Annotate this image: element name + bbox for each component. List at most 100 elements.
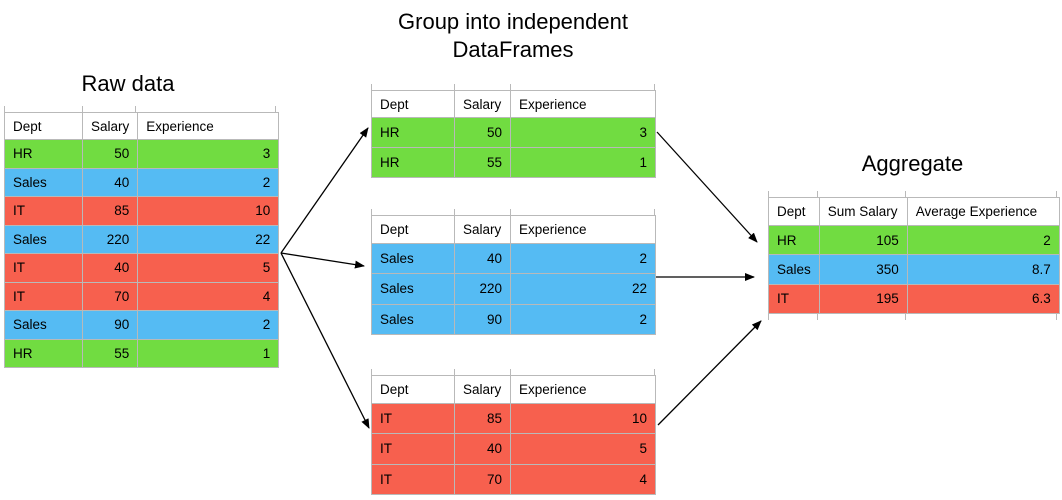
header-sum-salary: Sum Salary xyxy=(818,197,908,226)
table-row: Sales 40 2 xyxy=(4,167,280,197)
cell-sum-salary: 350 xyxy=(818,254,908,285)
raw-data-title: Raw data xyxy=(81,71,175,96)
column-tick xyxy=(275,106,276,112)
group-title-line2: DataFrames xyxy=(452,37,574,62)
header-salary: Salary xyxy=(454,375,511,404)
table-row: Sales 90 2 xyxy=(4,310,280,340)
cell-sum-salary: 195 xyxy=(818,283,908,314)
column-tick xyxy=(654,369,655,375)
header-dept: Dept xyxy=(768,197,820,226)
column-tick xyxy=(371,84,372,90)
group-title: Group into independent DataFrames xyxy=(361,8,665,64)
cell-salary: 220 xyxy=(454,273,511,305)
cell-dept: IT xyxy=(4,196,83,226)
cell-experience: 4 xyxy=(137,281,280,311)
it-group-table: Dept Salary Experience IT 85 10 IT 40 5 … xyxy=(371,369,656,495)
cell-dept: IT xyxy=(768,283,820,314)
header-dept: Dept xyxy=(371,215,455,244)
cell-experience: 2 xyxy=(137,167,280,197)
cell-dept: IT xyxy=(4,281,83,311)
column-tick xyxy=(1056,313,1057,320)
cell-experience: 4 xyxy=(510,463,656,495)
arrow-raw-to-hr xyxy=(280,127,369,254)
cell-average-experience: 6.3 xyxy=(906,283,1060,314)
column-tick xyxy=(82,106,83,112)
header-experience: Experience xyxy=(510,375,656,404)
column-tick xyxy=(817,313,818,320)
column-tick xyxy=(905,191,906,197)
column-tick xyxy=(371,209,372,215)
table-header-row: Dept Salary Experience xyxy=(4,112,280,140)
table-header-row: Dept Salary Experience xyxy=(371,215,656,244)
table-row: Sales 90 2 xyxy=(371,303,656,335)
cell-dept: Sales xyxy=(371,303,455,335)
table-row: Sales 220 22 xyxy=(4,224,280,254)
header-experience: Experience xyxy=(510,215,656,244)
cell-dept: Sales xyxy=(371,242,455,275)
table-row: IT 70 4 xyxy=(371,463,656,495)
table-header-row: Dept Salary Experience xyxy=(371,375,656,404)
cell-salary: 220 xyxy=(81,224,139,254)
cell-experience: 10 xyxy=(510,402,656,435)
cell-experience: 10 xyxy=(137,196,280,226)
column-tick xyxy=(817,191,818,197)
column-tick xyxy=(654,84,655,90)
cell-dept: HR xyxy=(768,224,820,256)
column-tick xyxy=(454,369,455,375)
cell-experience: 22 xyxy=(510,273,656,305)
cell-dept: Sales xyxy=(4,310,83,340)
cell-salary: 40 xyxy=(454,242,511,275)
raw-data-table: Dept Salary Experience HR 50 3 Sales 40 … xyxy=(4,106,280,368)
column-tick xyxy=(510,84,511,90)
cell-salary: 70 xyxy=(81,281,139,311)
column-tick xyxy=(768,313,769,320)
cell-dept: Sales xyxy=(4,224,83,254)
table-row: Sales 350 8.7 xyxy=(768,254,1060,285)
column-tick xyxy=(768,191,769,197)
table-row: IT 70 4 xyxy=(4,281,280,311)
header-dept: Dept xyxy=(4,112,83,140)
header-dept: Dept xyxy=(371,90,455,118)
cell-experience: 2 xyxy=(137,310,280,340)
table-row: IT 195 6.3 xyxy=(768,283,1060,314)
table-row: HR 50 3 xyxy=(4,139,280,169)
column-tick xyxy=(454,84,455,90)
table-row: HR 55 1 xyxy=(371,147,656,178)
header-average-experience: Average Experience xyxy=(906,197,1060,226)
cell-experience: 1 xyxy=(510,147,656,178)
aggregate-table: Dept Sum Salary Average Experience HR 10… xyxy=(768,191,1060,320)
header-salary: Salary xyxy=(454,90,511,118)
column-tick xyxy=(1056,191,1057,197)
arrow-raw-to-it xyxy=(280,252,370,429)
cell-sum-salary: 105 xyxy=(818,224,908,256)
header-salary: Salary xyxy=(454,215,511,244)
header-salary: Salary xyxy=(81,112,139,140)
cell-salary: 50 xyxy=(454,117,511,148)
cell-salary: 55 xyxy=(81,338,139,368)
cell-salary: 70 xyxy=(454,463,511,495)
cell-dept: IT xyxy=(371,433,455,465)
table-header-row: Dept Salary Experience xyxy=(371,90,656,118)
cell-dept: Sales xyxy=(371,273,455,305)
cell-salary: 55 xyxy=(454,147,511,178)
sales-group-table: Dept Salary Experience Sales 40 2 Sales … xyxy=(371,209,656,335)
table-row: HR 105 2 xyxy=(768,224,1060,256)
column-tick xyxy=(4,106,5,112)
table-row: HR 55 1 xyxy=(4,338,280,368)
column-tick xyxy=(135,106,136,112)
column-tick xyxy=(510,369,511,375)
cell-experience: 5 xyxy=(137,253,280,283)
cell-dept: IT xyxy=(371,463,455,495)
cell-experience: 2 xyxy=(510,303,656,335)
cell-experience: 3 xyxy=(510,117,656,148)
cell-salary: 90 xyxy=(81,310,139,340)
column-tick xyxy=(371,369,372,375)
cell-dept: IT xyxy=(4,253,83,283)
column-tick xyxy=(454,209,455,215)
cell-dept: Sales xyxy=(4,167,83,197)
header-dept: Dept xyxy=(371,375,455,404)
cell-average-experience: 8.7 xyxy=(906,254,1060,285)
hr-group-table: Dept Salary Experience HR 50 3 HR 55 1 xyxy=(371,84,656,178)
table-row: IT 85 10 xyxy=(371,402,656,435)
